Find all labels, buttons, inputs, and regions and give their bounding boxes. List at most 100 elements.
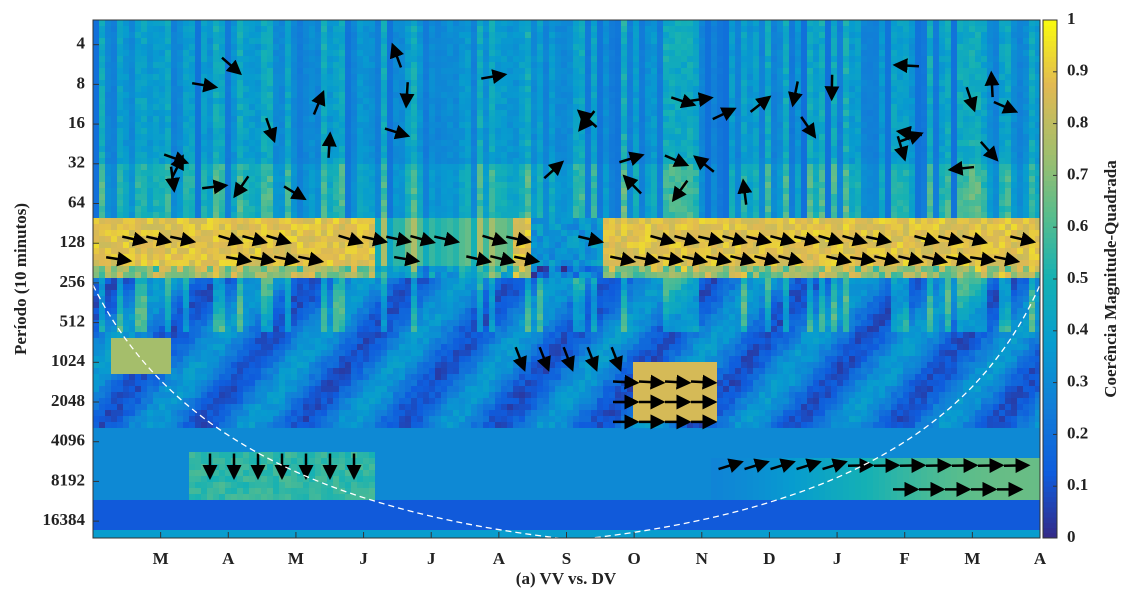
heat-cell (543, 164, 550, 171)
heat-cell (501, 140, 508, 147)
heat-cell (111, 122, 118, 129)
heat-cell (435, 104, 442, 111)
heat-cell (1017, 62, 1024, 69)
heat-cell (117, 182, 124, 189)
heat-cell (561, 74, 568, 81)
heat-cell (501, 194, 508, 201)
heat-cell (123, 74, 130, 81)
heat-cell (1029, 182, 1036, 189)
heat-cell (963, 92, 970, 99)
heat-cell (741, 86, 748, 93)
heat-cell (975, 122, 982, 129)
heat-cell (753, 194, 760, 201)
heat-cell (939, 200, 946, 207)
heat-cell (129, 86, 136, 93)
heat-cell (927, 80, 934, 87)
heat-cell (543, 74, 550, 81)
heat-cell (537, 86, 544, 93)
heat-cell (333, 122, 340, 129)
heat-cell (345, 104, 352, 111)
heat-cell (795, 50, 802, 57)
heat-cell (891, 20, 898, 27)
heat-cell (435, 74, 442, 81)
heat-cell (99, 170, 106, 177)
heat-cell (489, 194, 496, 201)
heat-cell (681, 140, 688, 147)
heat-cell (333, 110, 340, 117)
heat-cell (267, 110, 274, 117)
heat-cell (213, 50, 220, 57)
heat-cell (351, 56, 358, 63)
heat-cell (189, 200, 196, 207)
heat-cell (363, 110, 370, 117)
heat-cell (639, 110, 646, 117)
heat-cell (927, 194, 934, 201)
heat-cell (993, 104, 1000, 111)
heat-cell (297, 86, 304, 93)
heat-cell (615, 98, 622, 105)
heat-cell (825, 170, 832, 177)
heat-cell (933, 86, 940, 93)
heat-cell (969, 62, 976, 69)
heat-cell (621, 104, 628, 111)
heat-cell (333, 182, 340, 189)
heat-cell (135, 164, 142, 171)
heat-cell (969, 128, 976, 135)
heat-cell (99, 32, 106, 39)
heat-cell (1005, 20, 1012, 27)
heat-cell (987, 194, 994, 201)
heat-cell (513, 206, 520, 213)
heat-cell (735, 56, 742, 63)
heat-cell (915, 56, 922, 63)
heat-cell (309, 50, 316, 57)
heat-cell (729, 98, 736, 105)
heat-cell (1011, 68, 1018, 75)
heat-cell (1035, 20, 1040, 27)
heat-cell (579, 140, 586, 147)
heat-cell (117, 200, 124, 207)
heat-cell (531, 158, 538, 165)
heat-cell (273, 44, 280, 51)
heat-cell (909, 86, 916, 93)
heat-cell (951, 152, 958, 159)
heat-cell (741, 32, 748, 39)
heat-cell (855, 26, 862, 33)
heat-cell (165, 62, 172, 69)
heat-cell (591, 32, 598, 39)
heat-cell (321, 26, 328, 33)
heat-cell (441, 44, 448, 51)
heat-cell (633, 128, 640, 135)
heat-cell (339, 74, 346, 81)
heat-cell (393, 38, 400, 45)
heat-cell (1005, 38, 1012, 45)
heat-cell (345, 44, 352, 51)
heat-cell (549, 92, 556, 99)
heat-cell (435, 44, 442, 51)
heat-cell (441, 170, 448, 177)
heat-cell (753, 116, 760, 123)
heat-cell (261, 44, 268, 51)
heat-cell (183, 164, 190, 171)
heat-cell (135, 128, 142, 135)
heat-cell (747, 68, 754, 75)
heat-cell (213, 158, 220, 165)
heat-cell (933, 188, 940, 195)
heat-cell (285, 50, 292, 57)
heat-cell (441, 140, 448, 147)
heat-cell (915, 38, 922, 45)
heat-cell (495, 194, 502, 201)
heat-cell (573, 146, 580, 153)
heat-cell (999, 200, 1006, 207)
heat-cell (225, 110, 232, 117)
heat-cell (357, 170, 364, 177)
heat-cell (183, 176, 190, 183)
heat-cell (351, 92, 358, 99)
heat-cell (495, 182, 502, 189)
heat-cell (1029, 44, 1036, 51)
heat-cell (843, 56, 850, 63)
heat-cell (195, 158, 202, 165)
heat-cell (939, 38, 946, 45)
heat-cell (195, 164, 202, 171)
heat-cell (867, 176, 874, 183)
heat-cell (291, 158, 298, 165)
